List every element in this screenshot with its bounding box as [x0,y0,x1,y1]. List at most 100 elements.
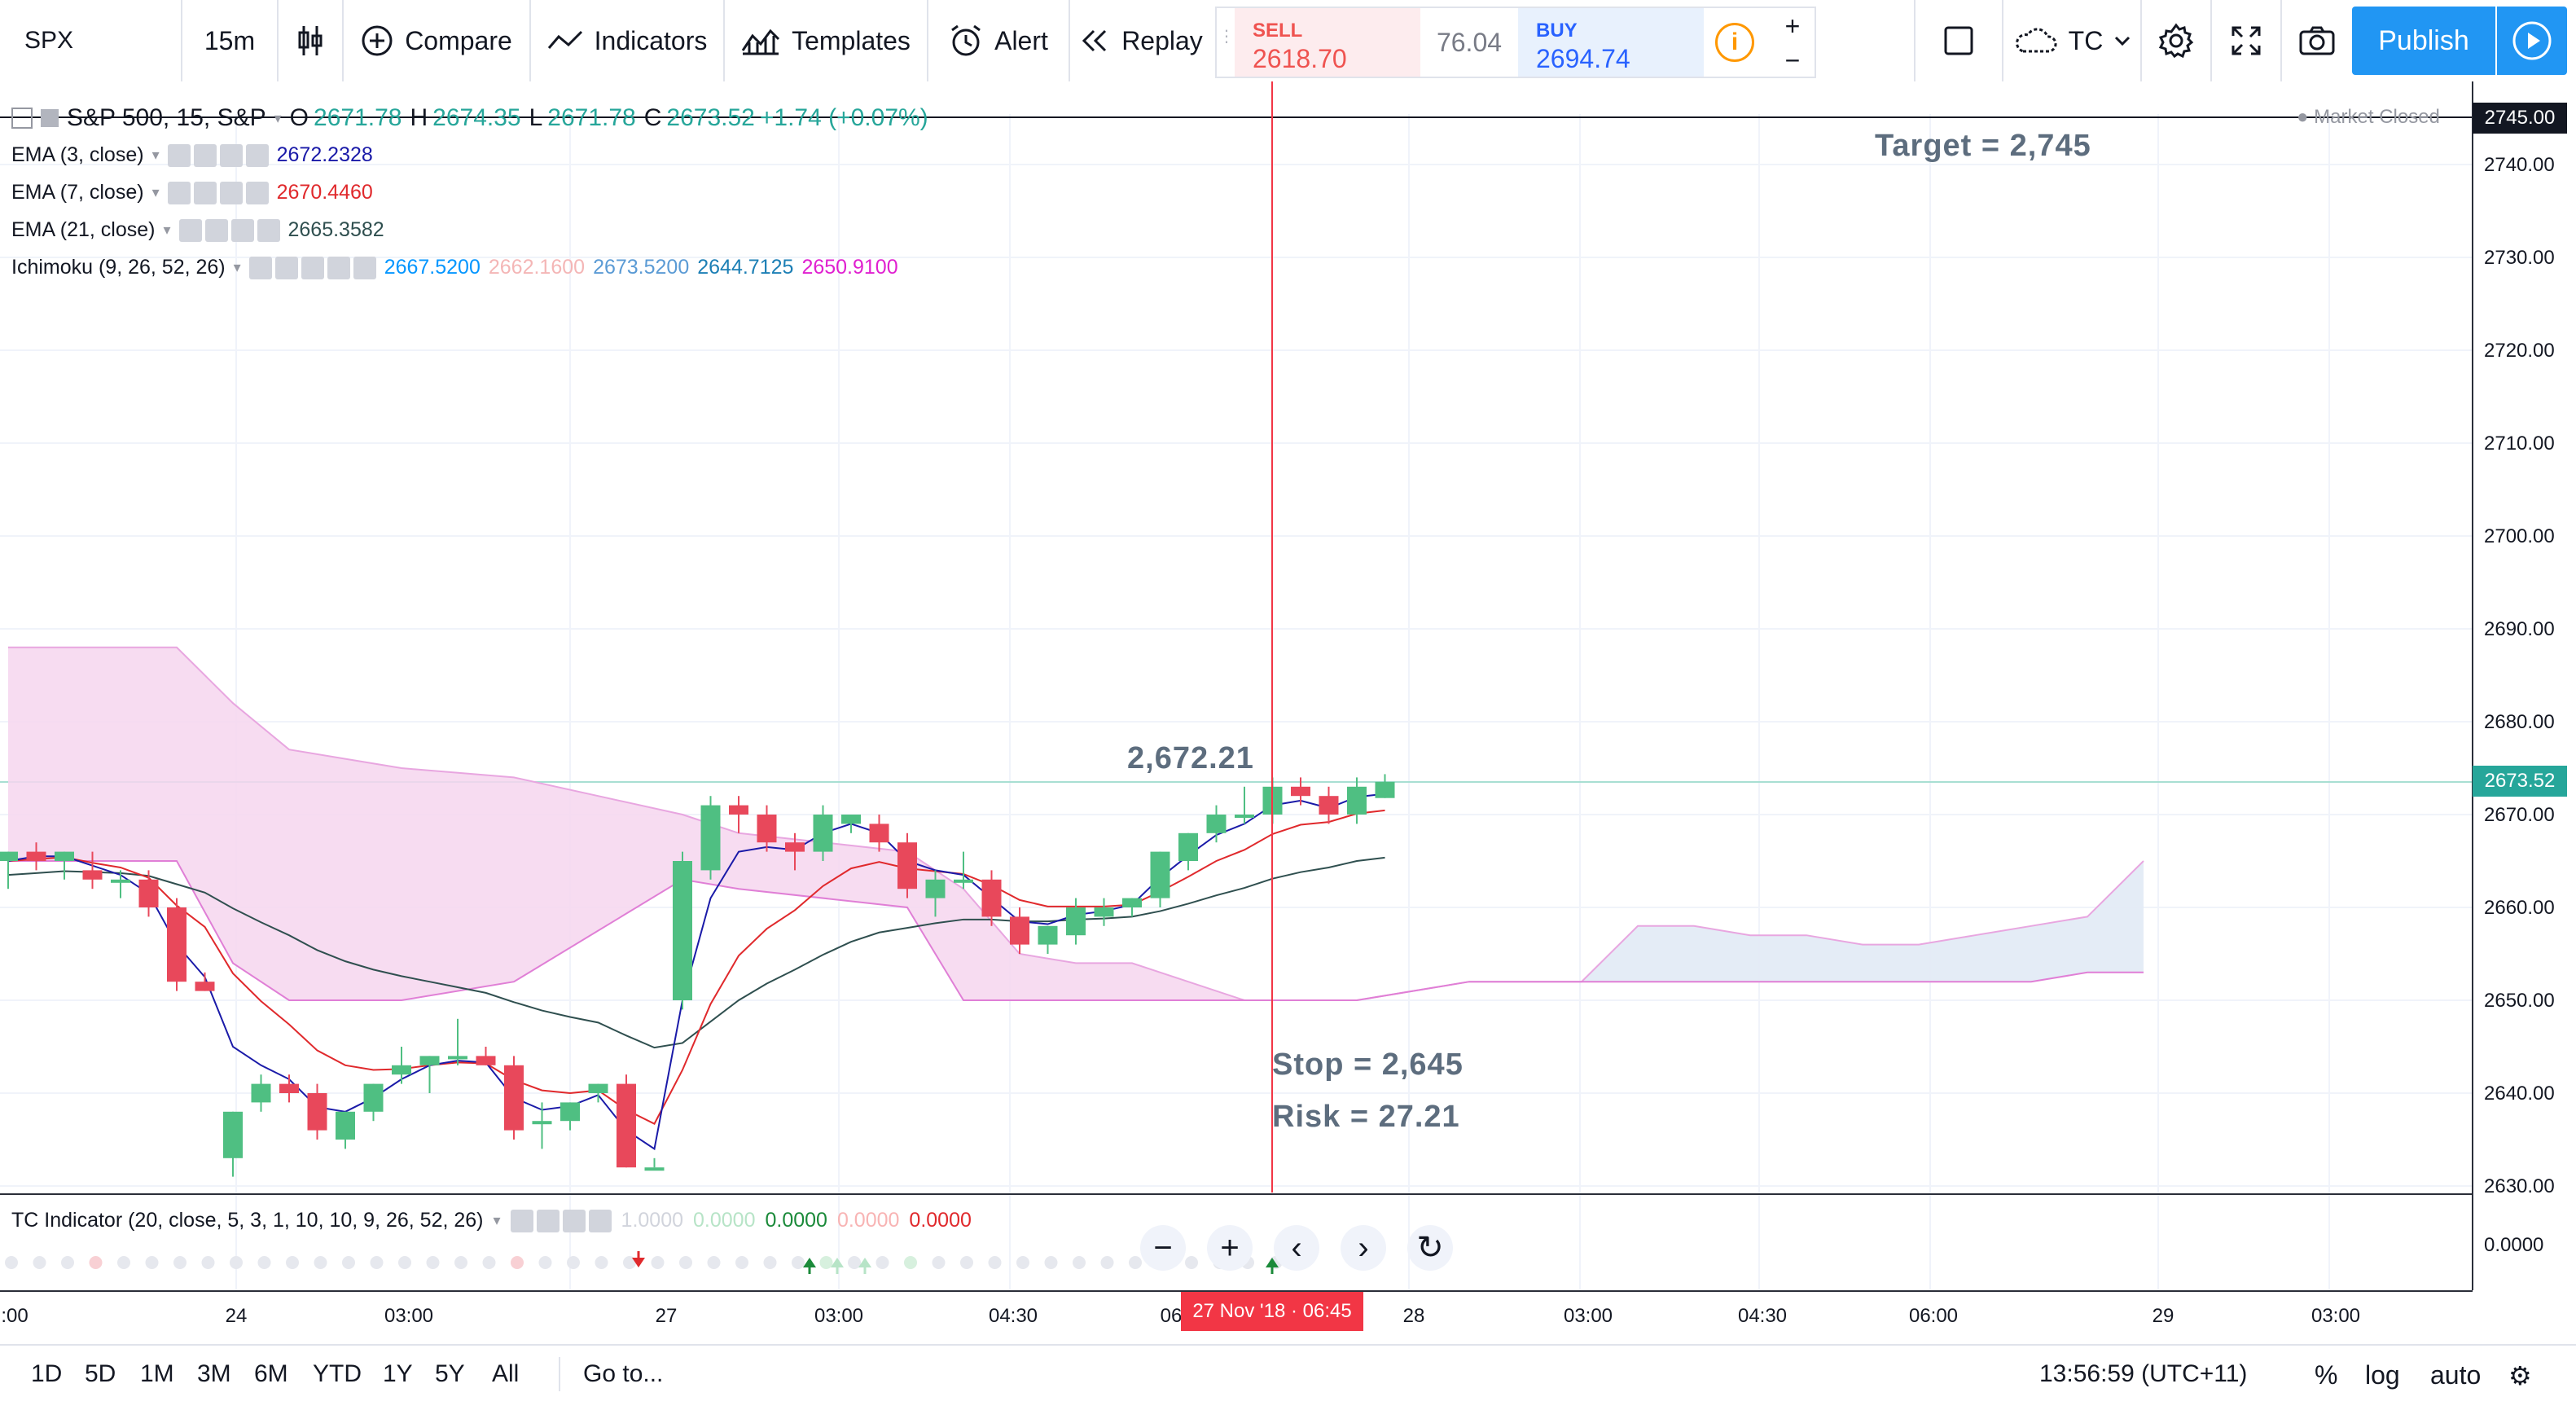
range-button-6m[interactable]: 6M [254,1360,288,1387]
dropdown-caret-icon[interactable]: ▾ [163,222,171,238]
close-icon[interactable] [245,181,269,204]
gear-icon[interactable] [193,143,217,167]
eye-icon[interactable] [248,256,272,279]
close-icon[interactable] [588,1209,612,1232]
publish-button[interactable]: Publish [2352,7,2495,75]
range-button-1m[interactable]: 1M [140,1360,174,1387]
ema7-legend: EMA (7, close) ▾ 2670.4460 [11,181,373,204]
stop-annotation[interactable]: Stop = 2,645 [1272,1048,1464,1082]
goto-date-button[interactable]: Go to... [559,1357,663,1391]
alert-label: Alert [994,25,1048,55]
reset-chart-button[interactable]: ↻ [1407,1225,1453,1271]
candle [251,1074,271,1112]
dropdown-caret-icon[interactable]: ▾ [151,184,160,200]
scroll-left-button[interactable]: ‹ [1274,1225,1319,1271]
collapse-legend-icon[interactable] [11,108,33,129]
gear-icon[interactable]: ⚙ [2508,1361,2532,1390]
dropdown-caret-icon[interactable]: ▾ [493,1212,501,1228]
templates-button[interactable]: Templates [725,0,928,81]
snapshot-button[interactable] [2282,0,2352,81]
close-icon[interactable] [245,143,269,167]
chart-canvas[interactable]: 2740.00 2730.00 2720.00 2710.00 2700.00 2690.… [0,81,2576,1290]
chart-type-button[interactable] [279,0,344,81]
plus-icon[interactable] [219,143,243,167]
drag-handle-icon[interactable]: ⋮⋮ [1218,29,1251,55]
zoom-in-button[interactable]: + [1207,1225,1253,1271]
tc-signal-dot [679,1256,692,1269]
gear-icon[interactable] [193,181,217,204]
rectangle-tool-button[interactable] [1914,0,2003,81]
log-scale-toggle[interactable]: log [2365,1360,2400,1390]
range-button-5d[interactable]: 5D [85,1360,116,1387]
ema21-action-buttons[interactable] [178,218,280,242]
price-scale: 2740.00 2730.00 2720.00 2710.00 2700.00 2690.… [2484,154,2555,1256]
range-button-3m[interactable]: 3M [197,1360,231,1387]
quantity-decrease-button[interactable]: − [1784,45,1801,75]
price-scale-label: 2690.00 [2484,618,2555,640]
dropdown-caret-icon[interactable]: ▾ [233,259,241,275]
range-button-ytd[interactable]: YTD [313,1360,362,1387]
indicators-button[interactable]: Indicators [531,0,725,81]
sell-button[interactable]: SELL 2618.70 [1235,8,1420,77]
zoom-out-button[interactable]: − [1140,1225,1186,1271]
candle-body [1375,781,1395,798]
candle-body [700,805,721,871]
range-button-5y[interactable]: 5Y [435,1360,465,1387]
target-annotation[interactable]: Target = 2,745 [1875,129,2091,163]
plus-icon[interactable] [327,256,350,279]
eye-icon[interactable] [510,1209,533,1232]
dropdown-caret-icon[interactable]: ▾ [151,147,160,163]
range-button-1y[interactable]: 1Y [383,1360,413,1387]
replay-button[interactable]: Replay [1070,0,1213,81]
price-annotation[interactable]: 2,672.21 [1127,741,1254,775]
ema3-action-buttons[interactable] [167,143,269,167]
fullscreen-button[interactable] [2212,0,2282,81]
range-button-1d[interactable]: 1D [31,1360,63,1387]
settings-button[interactable] [2142,0,2212,81]
quantity-increase-button[interactable]: + [1784,11,1801,41]
braces-icon[interactable] [562,1209,586,1232]
ichimoku-cloud-bullish-fill [1582,861,2144,982]
braces-icon[interactable] [301,256,324,279]
candle [55,851,74,880]
symbol-search[interactable]: SPX [0,0,182,81]
gear-icon[interactable] [536,1209,560,1232]
tc-value-2: 0.0000 [693,1209,756,1232]
high-key: H [410,104,428,131]
ema7-action-buttons[interactable] [167,181,269,204]
tc-signal-dot [819,1256,833,1269]
timezone-clock[interactable]: 13:56:59 (UTC+11) [2039,1360,2248,1387]
dropdown-caret-icon[interactable]: ▾ [274,109,282,126]
candle [476,1047,496,1065]
layout-menu-button[interactable]: TC [2003,0,2142,81]
change-value: +1.74 (+0.07%) [759,104,928,131]
eye-icon[interactable] [167,143,191,167]
crosshair-time-label: 27 Nov '18 · 06:45 [1181,1292,1363,1331]
time-axis[interactable]: :00 24 03:00 27 03:00 04:30 06 28 03:00 04:30 06:0… [0,1290,2473,1344]
compare-button[interactable]: Compare [344,0,531,81]
candle [785,832,805,871]
ichimoku-action-buttons[interactable] [248,256,376,279]
candle-body [476,1056,496,1065]
interval-button[interactable]: 15m [182,0,279,81]
plus-icon[interactable] [230,218,254,242]
buy-button[interactable]: BUY 2694.74 [1518,8,1704,77]
range-button-all[interactable]: All [492,1360,520,1387]
eye-icon[interactable] [167,181,191,204]
eye-icon[interactable] [178,218,202,242]
gear-icon[interactable] [274,256,298,279]
candle-body [167,907,187,982]
scroll-right-button[interactable]: › [1341,1225,1386,1271]
close-icon[interactable] [353,256,376,279]
candle [1206,805,1227,843]
info-icon[interactable]: i [1715,23,1754,62]
tc-action-buttons[interactable] [510,1209,612,1232]
auto-scale-toggle[interactable]: auto [2430,1360,2482,1390]
close-icon[interactable] [257,218,280,242]
risk-annotation[interactable]: Risk = 27.21 [1272,1100,1460,1134]
alert-button[interactable]: Alert [928,0,1070,81]
gear-icon[interactable] [204,218,228,242]
plus-icon[interactable] [219,181,243,204]
percent-scale-toggle[interactable]: % [2315,1360,2338,1390]
play-button[interactable] [2497,7,2567,75]
